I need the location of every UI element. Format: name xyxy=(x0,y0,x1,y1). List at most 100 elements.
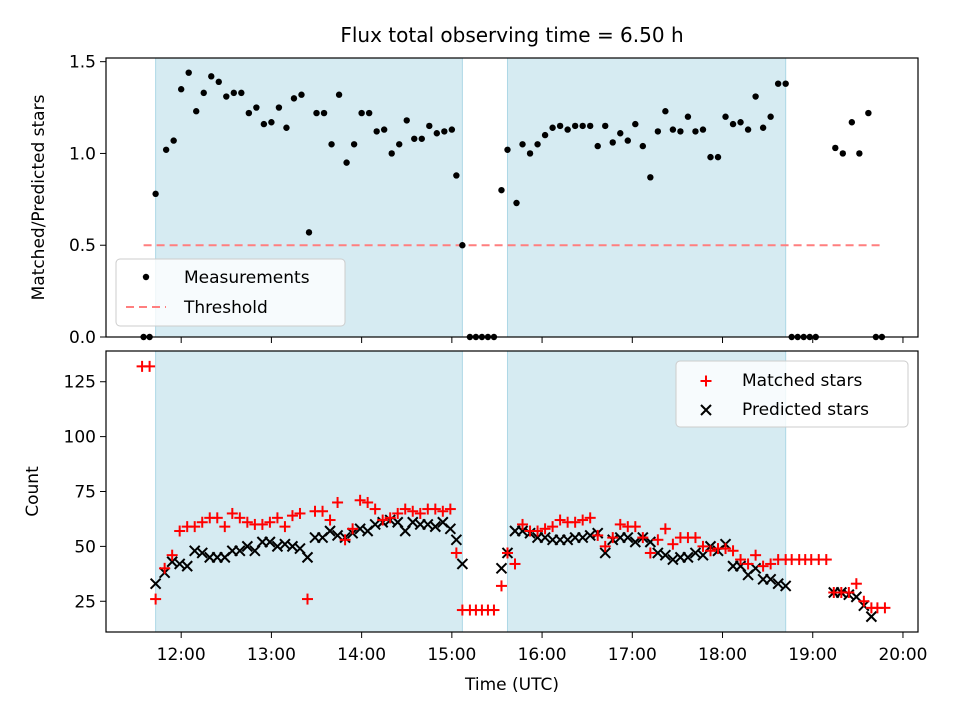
measurement-point xyxy=(594,142,601,150)
predicted-star-point xyxy=(865,610,878,623)
x-mark xyxy=(369,518,381,531)
measurement-point xyxy=(856,150,863,157)
measurement-point xyxy=(609,139,616,146)
predicted-star-point xyxy=(622,531,634,544)
predicted-star-point xyxy=(749,562,762,575)
y-tick-label: 0.0 xyxy=(69,328,96,348)
x-tick-label: 14:00 xyxy=(337,645,386,665)
matched-star-point xyxy=(450,547,462,559)
measurement-point xyxy=(208,73,215,80)
x-mark xyxy=(181,560,193,572)
measurement-point xyxy=(260,120,268,128)
predicted-star-point xyxy=(764,573,777,586)
measurement-point xyxy=(744,126,752,133)
matched-star-point xyxy=(517,518,529,530)
y-axis-label: Count xyxy=(23,466,43,517)
legend-label: Threshold xyxy=(183,298,268,318)
measurement-point xyxy=(283,124,290,131)
predicted-star-point xyxy=(682,551,694,564)
matched-star-point xyxy=(362,496,374,508)
x-mark xyxy=(576,531,589,544)
predicted-star-point xyxy=(324,525,336,537)
matched-star-point xyxy=(547,521,559,533)
matched-star-point xyxy=(332,496,344,508)
x-tick-label: 12:00 xyxy=(157,645,206,665)
matched-star-point xyxy=(532,525,544,537)
x-mark xyxy=(659,549,672,561)
measurement-point xyxy=(459,242,466,249)
matched-star-point xyxy=(637,532,649,544)
matched-star-point xyxy=(858,595,870,607)
predicted-star-point xyxy=(629,536,642,548)
measurement-point xyxy=(335,91,343,98)
matched-star-point xyxy=(384,512,396,524)
measurement-point xyxy=(418,135,425,142)
x-tick-label: 13:00 xyxy=(247,645,296,665)
measurement-point xyxy=(617,130,624,137)
matched-star-point xyxy=(757,560,769,572)
measurement-point xyxy=(579,122,586,130)
predicted-star-point xyxy=(181,560,193,572)
measurement-point xyxy=(534,141,541,148)
x-mark xyxy=(234,545,246,557)
x-mark xyxy=(301,551,314,564)
x-mark xyxy=(629,536,642,548)
measurement-point xyxy=(275,104,283,111)
measurement-point xyxy=(343,159,350,166)
matched-star-point xyxy=(271,512,283,524)
y-tick-label: 1.0 xyxy=(69,144,96,164)
x-mark xyxy=(456,558,469,570)
measurement-point xyxy=(358,109,365,117)
measurement-point xyxy=(639,142,647,150)
matched-star-point xyxy=(444,503,456,515)
matched-star-point xyxy=(539,523,551,535)
measurement-point xyxy=(177,86,185,93)
x-mark xyxy=(584,529,596,542)
x-mark xyxy=(294,542,306,555)
measurement-point xyxy=(498,186,505,194)
measurement-point xyxy=(373,128,380,135)
measurement-point xyxy=(865,109,872,117)
matched-star-point xyxy=(174,525,186,537)
measurement-point xyxy=(268,119,275,126)
legend: Measurements Threshold xyxy=(115,258,346,327)
legend-marker-measurements xyxy=(142,273,150,281)
x-mark xyxy=(682,551,694,564)
x-mark xyxy=(599,547,611,559)
matched-star-point xyxy=(150,593,162,605)
matched-star-point xyxy=(144,360,156,372)
matched-star-point xyxy=(584,512,596,524)
matched-star-point xyxy=(554,514,566,526)
matched-star-point xyxy=(577,514,589,526)
x-mark xyxy=(149,577,162,590)
x-mark xyxy=(667,553,679,566)
y-tick-label: 75 xyxy=(74,483,96,503)
measurement-point xyxy=(774,80,782,87)
matched-star-point xyxy=(279,521,291,533)
measurement-point xyxy=(556,122,564,130)
matched-star-point xyxy=(667,538,679,550)
measurement-point xyxy=(767,113,774,120)
x-mark xyxy=(264,536,276,548)
y-axis-label: Matched/Predicted stars xyxy=(29,94,49,300)
measurement-point xyxy=(396,141,403,148)
measurement-point xyxy=(426,122,433,130)
x-mark xyxy=(271,540,284,553)
matched-star-point xyxy=(742,558,754,570)
matched-star-point xyxy=(226,507,238,519)
measurement-point xyxy=(624,137,631,144)
matched-star-point xyxy=(879,602,891,614)
measurement-point xyxy=(677,128,684,135)
predicted-star-point xyxy=(644,536,657,548)
matched-star-point xyxy=(159,562,171,574)
x-mark xyxy=(196,547,208,559)
matched-star-point xyxy=(704,545,716,557)
matched-star-point xyxy=(392,507,404,519)
legend-label: Predicted stars xyxy=(742,400,869,420)
x-mark xyxy=(850,591,863,603)
measurement-point xyxy=(662,108,669,115)
chart-title: Flux total observing time = 6.50 h xyxy=(340,23,683,47)
x-tick-label: 16:00 xyxy=(518,645,567,665)
x-mark xyxy=(749,562,762,575)
measurement-point xyxy=(170,137,177,144)
